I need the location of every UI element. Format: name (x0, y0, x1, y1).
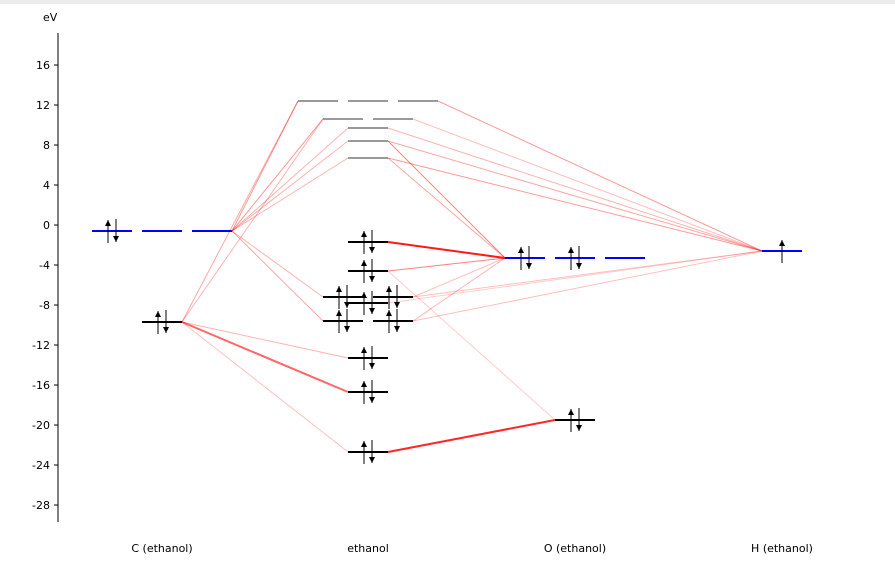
arrowhead-down-icon (369, 247, 375, 253)
orbital-level-M11 (348, 346, 388, 370)
orbital-level-C2p (92, 219, 132, 243)
column-labels: C (ethanol) ethanol O (ethanol) H (ethan… (131, 542, 813, 555)
arrowhead-down-icon (344, 326, 350, 332)
y-tick-label: -4 (39, 259, 50, 272)
y-tick-label: 12 (36, 99, 50, 112)
y-tick-label: 0 (43, 219, 50, 232)
connection-line (387, 157, 763, 252)
arrowhead-up-icon (361, 292, 367, 298)
arrowhead-down-icon (394, 326, 400, 332)
orbital-level-H1s (762, 240, 802, 263)
energy-levels (92, 100, 802, 464)
connection-line (181, 118, 324, 323)
column-label-h: H (ethanol) (751, 542, 813, 555)
arrowhead-down-icon (576, 263, 582, 269)
arrowhead-up-icon (336, 310, 342, 316)
orbital-level-M9 (348, 291, 388, 315)
arrowhead-down-icon (369, 276, 375, 282)
orbital-level-O2p (555, 246, 595, 270)
arrowhead-down-icon (394, 302, 400, 308)
y-tick-label: 8 (43, 139, 50, 152)
connection-line (231, 118, 324, 232)
connection-line (387, 157, 506, 259)
connection-line (231, 100, 299, 232)
connection-line (181, 321, 349, 359)
arrowhead-down-icon (369, 363, 375, 369)
arrowhead-up-icon (518, 247, 524, 253)
connection-line (412, 118, 763, 252)
arrowhead-up-icon (779, 240, 785, 246)
orbital-level-M10 (373, 309, 413, 333)
connection-line (231, 230, 324, 322)
arrowhead-up-icon (568, 247, 574, 253)
connection-line (387, 250, 763, 304)
connection-line (387, 241, 506, 259)
connection-line (412, 257, 506, 298)
connection-line (412, 250, 763, 322)
connections (181, 100, 763, 453)
connection-line (231, 127, 349, 232)
arrowhead-down-icon (369, 397, 375, 403)
y-tick-label: -8 (39, 299, 50, 312)
column-label-o: O (ethanol) (544, 542, 606, 555)
arrowhead-up-icon (361, 381, 367, 387)
connection-line (387, 257, 506, 272)
y-tick-label: -12 (32, 339, 50, 352)
orbital-level-O2p (505, 246, 545, 270)
top-border (0, 0, 895, 4)
orbital-level-M10 (323, 309, 363, 333)
connection-line (412, 257, 506, 322)
orbital-level-M6 (348, 230, 388, 254)
orbital-level-O2s (555, 408, 595, 432)
connection-line (387, 127, 763, 252)
y-tick-label: -28 (32, 499, 50, 512)
connection-line (387, 270, 556, 421)
arrowhead-up-icon (361, 347, 367, 353)
arrowhead-down-icon (113, 236, 119, 242)
connection-line (181, 100, 299, 323)
y-tick-label: -16 (32, 379, 50, 392)
arrowhead-down-icon (576, 425, 582, 431)
arrowhead-up-icon (361, 231, 367, 237)
orbital-level-M12 (348, 380, 388, 404)
arrowhead-down-icon (526, 263, 532, 269)
orbital-level-C2s (142, 310, 182, 334)
column-label-ethanol: ethanol (347, 542, 389, 555)
connection-line (437, 100, 763, 252)
energy-unit-label: eV (43, 11, 58, 24)
connection-line (387, 140, 763, 252)
y-axis: 16 12 8 4 0 -4 -8 -12 -16 -20 -24 -28 (32, 33, 59, 522)
orbital-level-M7 (348, 259, 388, 283)
connection-line (412, 250, 763, 298)
connection-line (231, 230, 324, 298)
arrowhead-up-icon (386, 286, 392, 292)
arrowhead-up-icon (105, 220, 111, 226)
arrowhead-down-icon (369, 457, 375, 463)
connection-line (181, 321, 349, 393)
arrowhead-up-icon (568, 409, 574, 415)
connection-line (387, 140, 506, 259)
arrowhead-up-icon (336, 286, 342, 292)
arrowhead-down-icon (369, 308, 375, 314)
orbital-level-M8 (323, 285, 363, 309)
arrowhead-up-icon (155, 311, 161, 317)
y-tick-label: 4 (43, 179, 50, 192)
arrowhead-up-icon (386, 310, 392, 316)
orbital-level-M8 (373, 285, 413, 309)
connection-line (231, 140, 349, 232)
arrowhead-down-icon (163, 327, 169, 333)
orbital-level-M13 (348, 440, 388, 464)
y-tick-label: -20 (32, 419, 50, 432)
column-label-c: C (ethanol) (131, 542, 192, 555)
y-tick-label: -24 (32, 459, 50, 472)
arrowhead-up-icon (361, 260, 367, 266)
connection-line (387, 419, 556, 453)
connection-line (181, 321, 349, 453)
connection-line (231, 157, 349, 232)
arrowhead-up-icon (361, 441, 367, 447)
y-tick-label: 16 (36, 59, 50, 72)
